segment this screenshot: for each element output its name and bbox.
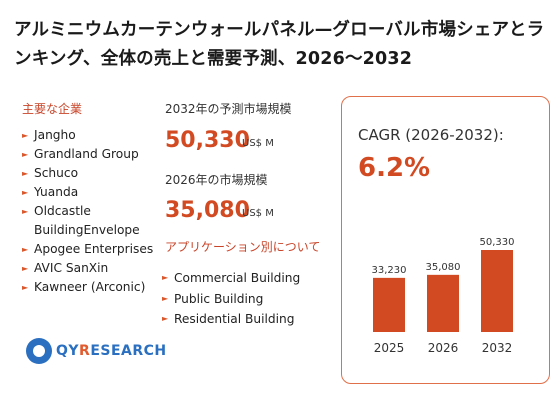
arrow-icon: ► xyxy=(162,314,169,323)
list-item: ► Jangho xyxy=(22,126,153,145)
company-name: BuildingEnvelope xyxy=(34,223,140,237)
logo-text: QYRESEARCH xyxy=(56,343,167,359)
list-item: ► Grandland Group xyxy=(22,145,153,164)
company-name: Schuco xyxy=(34,166,79,180)
company-name: Apogee Enterprises xyxy=(34,242,154,256)
cagr-value: 6.2% xyxy=(358,153,431,183)
market-2026-label: 2026年の市場規模 xyxy=(165,173,268,187)
bar-chart: 33,230 2025 35,080 2026 50,330 2032 xyxy=(372,237,515,355)
application-name: Public Building xyxy=(174,291,264,306)
cagr-panel xyxy=(341,96,550,384)
forecast-2032-value: 50,330 xyxy=(165,128,250,153)
list-item: ► Schuco xyxy=(22,164,153,183)
application-name: Residential Building xyxy=(174,312,295,326)
applications-heading: アプリケーション別について xyxy=(165,240,321,254)
list-item: ► Kawneer (Arconic) xyxy=(22,278,153,297)
cagr-label: CAGR (2026-2032): xyxy=(358,126,504,144)
list-item: ► Public Building xyxy=(162,289,300,310)
tick-label-2025: 2025 xyxy=(374,341,405,355)
arrow-icon: ► xyxy=(22,131,29,140)
data-label-2026: 35,080 xyxy=(426,262,461,273)
company-name: Kawneer (Arconic) xyxy=(34,280,146,294)
list-item: ► Yuanda xyxy=(22,183,153,202)
arrow-icon: ► xyxy=(162,273,169,282)
data-label-2025: 33,230 xyxy=(372,265,407,276)
globe-icon xyxy=(26,338,52,364)
forecast-2032-label: 2032年の予測市場規模 xyxy=(165,102,292,116)
bar-2026 xyxy=(427,274,459,332)
list-item: BuildingEnvelope xyxy=(22,221,153,240)
market-2026-unit: US$ M xyxy=(242,208,274,219)
application-name: Commercial Building xyxy=(174,271,301,285)
company-name: Oldcastle xyxy=(34,204,91,218)
company-name: Jangho xyxy=(34,128,76,142)
list-item: ► Residential Building xyxy=(162,309,300,330)
arrow-icon: ► xyxy=(22,283,29,292)
application-list: ► Commercial Building ► Public Building ► R… xyxy=(162,268,300,330)
arrow-icon: ► xyxy=(22,264,29,273)
arrow-icon: ► xyxy=(22,188,29,197)
arrow-icon: ► xyxy=(162,293,169,303)
market-2026-value: 35,080 xyxy=(165,198,250,223)
logo: QYRESEARCH xyxy=(26,338,167,364)
company-list: ► Jangho ► Grandland Group ► Schuco ► Yuanda… xyxy=(22,126,153,297)
arrow-icon: ► xyxy=(22,245,29,254)
bar-2032 xyxy=(481,250,513,332)
companies-heading: 主要な企業 xyxy=(22,102,83,116)
tick-label-2026: 2026 xyxy=(428,341,459,355)
arrow-icon: ► xyxy=(22,207,29,216)
page-title: アルミニウムカーテンウォールパネル—グローバル市場シェアとランキング、全体の売上… xyxy=(14,20,545,69)
company-name: Grandland Group xyxy=(34,147,139,161)
arrow-icon: ► xyxy=(22,150,29,159)
list-item: ► Commercial Building xyxy=(162,268,300,289)
data-label-2032: 50,330 xyxy=(480,237,515,248)
bar-2025 xyxy=(373,277,405,332)
arrow-icon: ► xyxy=(22,169,29,178)
forecast-2032-unit: US$ M xyxy=(242,138,274,149)
list-item: ► AVIC SanXin xyxy=(22,259,153,278)
company-name: Yuanda xyxy=(34,185,79,199)
list-item: ► Apogee Enterprises xyxy=(22,240,153,259)
tick-label-2032: 2032 xyxy=(482,341,513,355)
company-name: AVIC SanXin xyxy=(34,261,109,275)
list-item: ► Oldcastle xyxy=(22,202,153,221)
